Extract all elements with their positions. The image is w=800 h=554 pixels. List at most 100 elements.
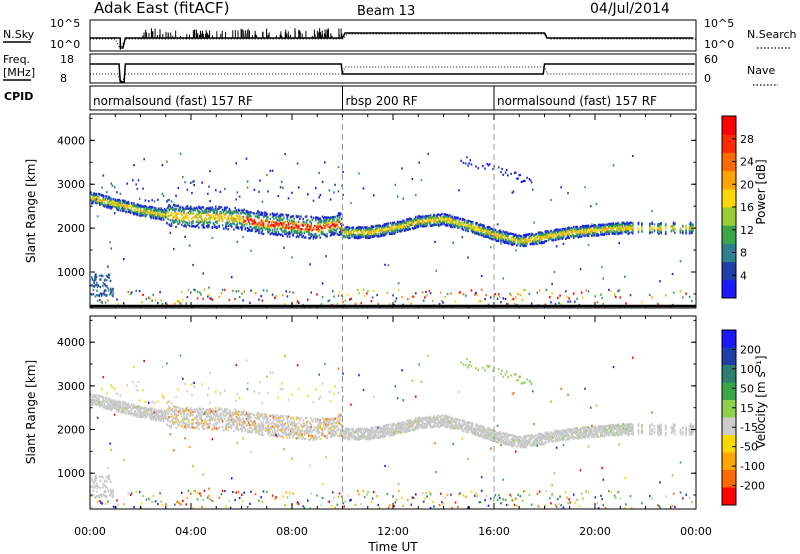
power-cell	[566, 229, 568, 232]
velocity-cell	[150, 412, 152, 416]
power-cell	[166, 209, 168, 212]
power-cell	[185, 221, 188, 224]
power-cell	[556, 237, 559, 240]
power-cell	[94, 279, 96, 282]
power-cell	[199, 210, 201, 213]
power-cell	[246, 180, 249, 183]
power-cell	[202, 222, 205, 225]
velocity-cell	[145, 498, 148, 501]
velocity-cell	[151, 414, 153, 417]
power-cell	[346, 293, 349, 296]
power-cell	[368, 236, 370, 240]
power-cell	[474, 227, 476, 230]
power-cell	[250, 215, 252, 218]
power-cell	[372, 235, 375, 238]
power-cell	[408, 228, 410, 231]
power-cell	[113, 199, 116, 202]
power-cell	[545, 230, 548, 234]
power-cell	[499, 295, 501, 299]
power-cell	[382, 230, 384, 233]
power-cell	[407, 298, 409, 301]
power-cell	[297, 186, 300, 189]
power-cell	[238, 209, 241, 212]
power-cell	[335, 220, 338, 223]
power-cell	[314, 219, 317, 222]
power-cell	[499, 236, 501, 240]
power-cell	[274, 225, 276, 228]
power-cell	[613, 226, 616, 229]
power-cell	[162, 218, 165, 221]
power-cell	[304, 223, 307, 226]
power-cell	[402, 224, 405, 228]
power-cell	[283, 246, 285, 249]
power-cell	[201, 219, 203, 222]
velocity-cell	[112, 505, 115, 508]
power-cell	[602, 226, 605, 230]
power-cell	[513, 239, 516, 242]
y-tick-label: 2000	[57, 222, 85, 235]
power-cell	[328, 219, 331, 222]
colorbar-cell	[722, 134, 736, 153]
power-cell	[568, 297, 570, 300]
power-cell	[111, 294, 114, 297]
power-cell	[342, 235, 344, 239]
power-cell	[651, 228, 653, 231]
power-cell	[134, 204, 136, 208]
power-cell	[469, 227, 472, 230]
power-cell	[201, 209, 203, 212]
power-cell	[236, 211, 239, 214]
power-cell	[517, 239, 519, 242]
power-cell	[534, 237, 536, 240]
velocity-cell	[135, 385, 138, 388]
power-cell	[445, 219, 448, 223]
power-cell	[249, 229, 251, 232]
power-cell	[138, 214, 141, 217]
power-cell	[141, 213, 143, 216]
power-cell	[388, 226, 391, 229]
power-cell	[537, 240, 540, 243]
power-cell	[213, 211, 216, 215]
power-cell	[209, 218, 211, 221]
power-cell	[209, 297, 211, 300]
power-cell	[351, 234, 353, 237]
power-cell	[541, 233, 543, 237]
velocity-cell	[95, 395, 98, 398]
power-cell	[352, 228, 355, 231]
power-cell	[508, 238, 510, 241]
power-cell	[264, 228, 267, 231]
power-cell	[209, 170, 211, 173]
power-cell	[275, 230, 277, 234]
power-cell	[101, 201, 103, 204]
power-cell	[626, 225, 628, 229]
power-cell	[254, 215, 257, 218]
power-cell	[293, 217, 295, 220]
power-cell	[130, 201, 133, 205]
power-cell	[568, 233, 570, 236]
power-cell	[611, 223, 614, 226]
power-cell	[308, 237, 310, 240]
power-cell	[396, 220, 399, 223]
power-cell	[246, 186, 249, 189]
power-cell	[553, 229, 556, 232]
power-cell	[660, 226, 662, 230]
power-cell	[116, 200, 118, 203]
power-cell	[182, 218, 184, 221]
power-cell	[235, 198, 238, 201]
power-cell	[337, 218, 340, 222]
power-cell	[484, 232, 486, 235]
power-cell	[476, 294, 478, 297]
power-cell	[535, 236, 538, 239]
power-cell	[197, 210, 200, 213]
power-cell	[342, 227, 344, 230]
power-cell	[191, 220, 193, 224]
power-cell	[105, 204, 108, 207]
power-cell	[517, 236, 519, 239]
power-cell	[243, 208, 245, 211]
velocity-cell	[96, 500, 99, 503]
power-cell	[544, 303, 547, 306]
power-cell	[274, 227, 276, 230]
power-cell	[107, 200, 109, 203]
velocity-cell	[126, 405, 128, 408]
power-cell	[302, 220, 305, 223]
